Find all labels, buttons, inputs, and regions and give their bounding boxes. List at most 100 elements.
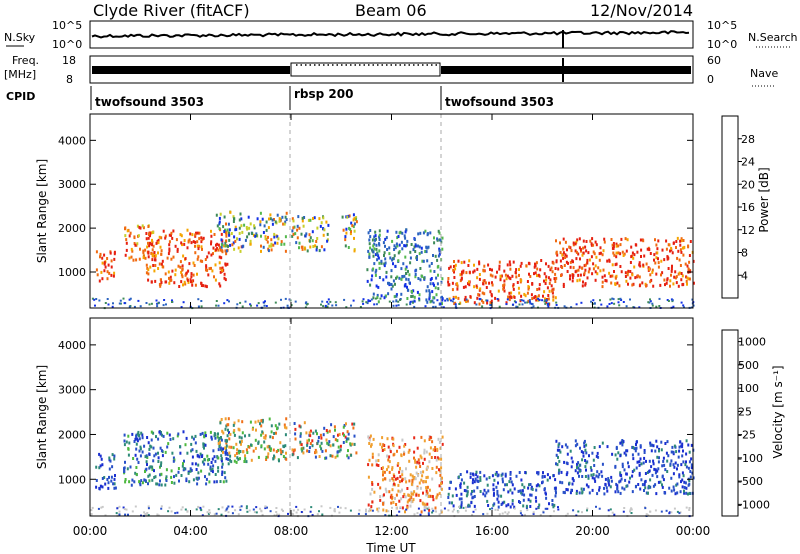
power-ground-cell [95, 298, 98, 300]
power-scatter-cell [125, 241, 128, 245]
velocity-scatter-cell [625, 472, 628, 476]
velocity-scatter-cell [639, 487, 642, 491]
velocity-scatter-cell [165, 479, 168, 482]
power-scatter-cell [582, 239, 585, 243]
velocity-scatter-cell [140, 479, 143, 483]
velocity-scatter-cell [418, 461, 421, 465]
power-scatter-cell [655, 256, 658, 260]
velocity-ground-cell [649, 510, 652, 513]
velocity-scatter-cell [522, 498, 525, 502]
velocity-scatter-cell [522, 504, 525, 508]
power-scatter-cell [106, 257, 109, 260]
velocity-scatter-cell [648, 469, 651, 473]
power-scatter-cell [418, 245, 421, 249]
velocity-scatter-cell [428, 460, 431, 464]
velocity-scatter-cell [317, 436, 320, 439]
power-scatter-cell [216, 247, 219, 250]
velocity-scatter-cell [577, 466, 580, 470]
power-ground-cell [171, 301, 173, 303]
power-scatter-cell [426, 232, 429, 236]
velocity-scatter-cell [535, 488, 538, 492]
velocity-scatter-cell [667, 454, 670, 458]
velocity-scatter-cell [680, 463, 683, 467]
velocity-scatter-cell [269, 435, 272, 439]
power-scatter-cell [108, 271, 111, 275]
velocity-scatter-cell [555, 462, 557, 466]
velocity-scatter-cell [507, 490, 510, 494]
velocity-scatter-cell [683, 491, 686, 495]
power-scatter-cell [554, 296, 557, 300]
power-scatter-cell [404, 255, 407, 259]
velocity-scatter-cell [367, 503, 370, 507]
power-scatter-cell [598, 258, 601, 262]
velocity-scatter-cell [535, 484, 538, 488]
power-scatter-cell [422, 259, 425, 263]
power-scatter-cell [523, 292, 526, 296]
velocity-ground-cell [295, 511, 298, 514]
power-scatter-cell [220, 238, 223, 242]
velocity-scatter-cell [325, 429, 328, 432]
power-scatter-cell [144, 248, 147, 252]
velocity-scatter-cell [569, 449, 572, 453]
power-scatter-cell [578, 265, 581, 269]
power-scatter-cell [223, 272, 226, 276]
velocity-scatter-cell [623, 468, 626, 472]
power-scatter-cell [484, 281, 487, 285]
power-ground-cell [163, 299, 166, 301]
power-scatter-cell [147, 241, 149, 245]
velocity-scatter-cell [497, 500, 500, 504]
power-scatter-cell [463, 260, 466, 264]
velocity-scatter-cell [413, 476, 416, 479]
velocity-scatter-cell [160, 449, 163, 453]
power-scatter-cell [219, 246, 221, 250]
power-scatter-cell [352, 213, 355, 217]
velocity-scatter-cell [635, 443, 637, 446]
power-scatter-cell [599, 251, 602, 255]
velocity-scatter-cell [685, 460, 687, 464]
power-ground-cell [620, 299, 623, 301]
power-scatter-cell [305, 232, 308, 236]
power-scatter-cell [543, 279, 545, 283]
velocity-scatter-cell [664, 442, 667, 445]
velocity-scatter-cell [305, 431, 308, 435]
velocity-ground-cell [143, 511, 146, 514]
power-scatter-cell [468, 259, 471, 263]
power-scatter-cell [422, 231, 425, 235]
velocity-scatter-cell [228, 437, 231, 441]
velocity-ground-cell [282, 509, 284, 512]
velocity-scatter-cell [345, 437, 348, 441]
velocity-scatter-cell [272, 448, 275, 452]
power-scatter-cell [142, 251, 145, 255]
power-scatter-cell [548, 289, 551, 293]
power-scatter-cell [620, 237, 623, 241]
power-scatter-cell [374, 238, 376, 242]
power-scatter-cell [184, 282, 187, 286]
power-scatter-cell [657, 257, 659, 261]
power-scatter-cell [610, 238, 613, 241]
power-scatter-cell [584, 283, 587, 287]
power-ground-cell [563, 305, 566, 308]
velocity-scatter-cell [441, 476, 443, 480]
power-scatter-cell [551, 289, 554, 293]
power-scatter-cell [552, 295, 555, 299]
velocity-scatter-cell [392, 453, 395, 457]
velocity-scatter-cell [685, 491, 688, 495]
power-scatter-cell [641, 281, 644, 285]
power-scatter-cell [547, 294, 550, 297]
velocity-ground-cell [321, 513, 324, 516]
power-scatter-cell [395, 276, 397, 280]
power-scatter-cell [452, 268, 455, 272]
power-scatter-cell [416, 290, 419, 294]
velocity-scatter-cell [332, 443, 335, 447]
power-scatter-cell [233, 235, 236, 239]
power-scatter-cell [692, 281, 695, 285]
velocity-scatter-cell [399, 490, 402, 494]
cpid-segment-1: twofsound 3503 [95, 95, 204, 109]
velocity-scatter-cell [582, 454, 585, 458]
velocity-scatter-cell [135, 473, 138, 476]
power-scatter-cell [542, 294, 544, 298]
velocity-scatter-cell [137, 433, 140, 437]
velocity-scatter-cell [583, 439, 586, 443]
power-ground-cell [546, 304, 549, 307]
power-scatter-cell [465, 300, 468, 303]
